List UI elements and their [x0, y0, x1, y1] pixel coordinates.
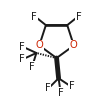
Text: F: F [45, 83, 50, 93]
Text: F: F [76, 12, 82, 22]
Text: F: F [58, 88, 63, 98]
Text: F: F [29, 62, 35, 72]
Text: O: O [35, 40, 43, 50]
Text: F: F [19, 42, 25, 52]
Text: O: O [70, 40, 78, 50]
Text: F: F [31, 12, 37, 22]
Text: F: F [69, 81, 75, 91]
Text: F: F [19, 54, 25, 64]
